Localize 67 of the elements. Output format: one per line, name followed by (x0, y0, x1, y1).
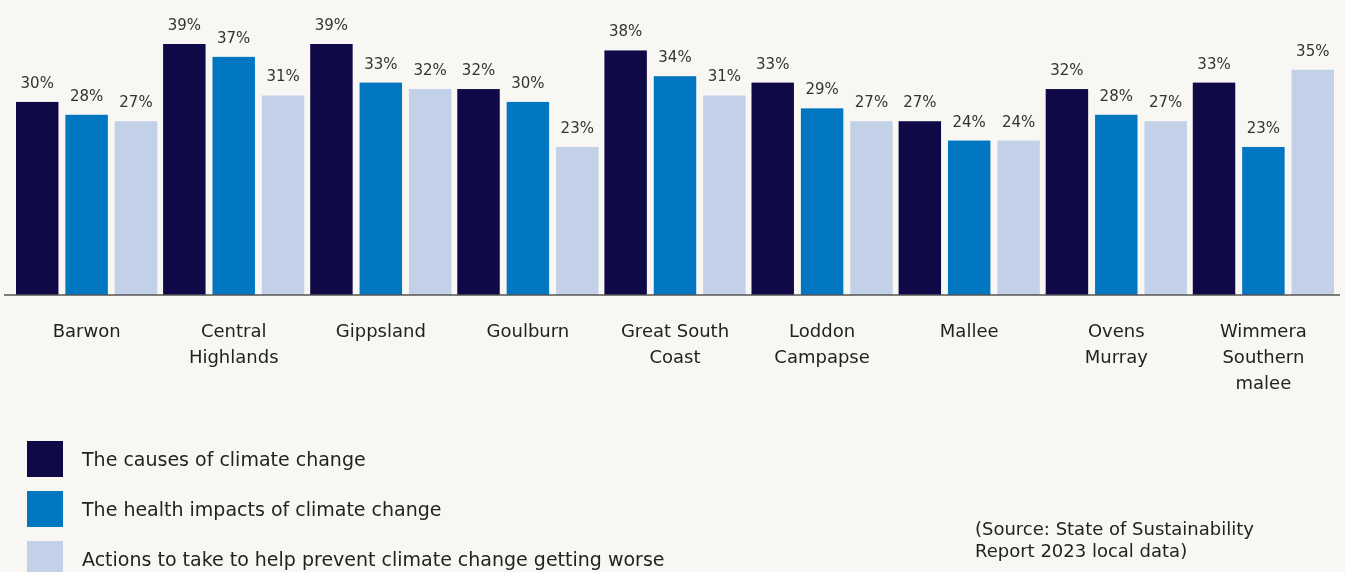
x-tick-label: Loddon Campapse (774, 320, 870, 367)
bar (310, 44, 353, 295)
bar (16, 101, 59, 295)
bar (800, 108, 844, 295)
bar (506, 101, 550, 295)
data-label: 30% (511, 73, 545, 92)
data-label: 33% (756, 54, 790, 73)
bar (850, 121, 893, 295)
x-tick-label: Goulburn (486, 320, 570, 341)
bar (408, 89, 452, 295)
bar (1291, 69, 1334, 295)
data-label: 33% (1197, 54, 1231, 73)
bar (898, 121, 942, 295)
bar (703, 95, 746, 295)
data-label: 24% (1001, 112, 1036, 131)
legend-label: The causes of climate change (81, 448, 366, 470)
data-label: 39% (167, 16, 201, 34)
bar (1192, 82, 1236, 295)
bar (947, 140, 991, 295)
bar (1242, 146, 1285, 295)
bar (604, 50, 647, 295)
bar (1095, 114, 1138, 295)
data-label: 30% (20, 73, 54, 92)
bar (751, 82, 794, 295)
data-label: 31% (266, 67, 300, 86)
bar (997, 140, 1040, 295)
x-tick-label: Ovens Murray (1084, 320, 1149, 367)
x-tick-label: Central Highlands (188, 320, 279, 367)
data-label: 27% (1149, 93, 1183, 112)
data-label: 27% (119, 93, 153, 112)
data-label: 27% (854, 93, 889, 112)
data-label: 35% (1296, 41, 1330, 60)
data-label: 24% (952, 112, 986, 131)
data-label: 32% (1050, 61, 1084, 80)
x-tick-label: Mallee (939, 320, 999, 341)
legend-label: Actions to take to help prevent climate change getting worse (82, 548, 665, 570)
x-tick-label: Gippsland (335, 320, 426, 341)
bar (1045, 89, 1089, 295)
bar (65, 114, 108, 295)
bar (114, 121, 158, 295)
data-label: 29% (805, 80, 839, 99)
data-label: 39% (314, 16, 349, 34)
legend-label: The health impacts of climate change (81, 498, 442, 520)
bar (1144, 121, 1187, 295)
x-tick-label: Wimmera Southern malee (1219, 320, 1307, 393)
data-label: 23% (1246, 118, 1281, 137)
bar (359, 82, 403, 295)
data-label: 33% (364, 54, 398, 73)
data-label: 28% (69, 86, 104, 105)
bar (163, 44, 206, 295)
data-label: 37% (217, 28, 251, 47)
data-label: 31% (707, 67, 742, 86)
data-label: 38% (608, 22, 643, 41)
x-tick-label: Barwon (52, 320, 121, 341)
bar (457, 89, 500, 295)
data-label: 34% (658, 48, 692, 67)
x-tick-label: Great South Coast (620, 320, 730, 367)
bar (653, 76, 697, 295)
bar (556, 146, 599, 295)
bar (261, 95, 305, 295)
data-label: 32% (461, 61, 496, 80)
data-label: 32% (413, 61, 447, 80)
data-label: 28% (1099, 86, 1133, 105)
text: (Source: State of Sustainability Report 2023 local data) (975, 518, 1255, 561)
data-label: 23% (560, 118, 594, 137)
bar (212, 56, 255, 295)
data-label: 27% (903, 93, 937, 112)
